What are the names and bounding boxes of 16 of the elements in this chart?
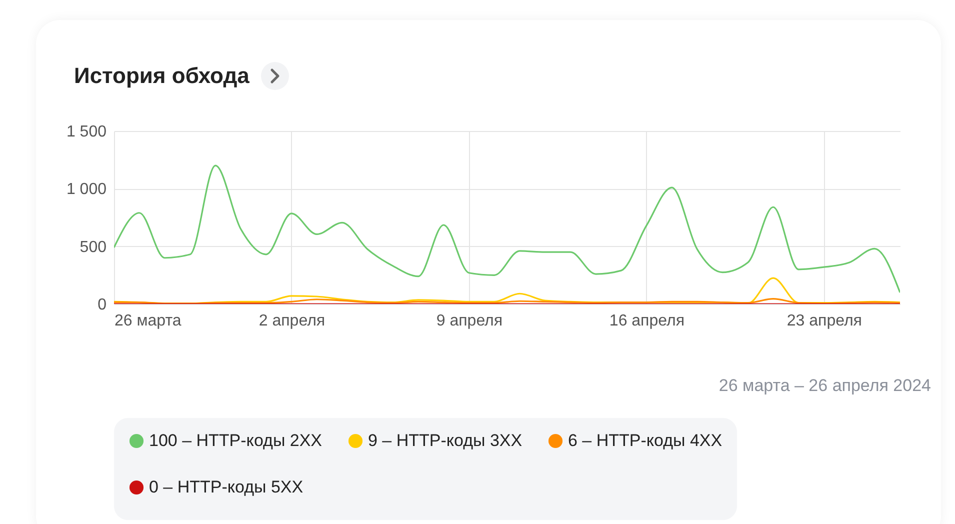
chart-title: История обхода (74, 63, 250, 89)
line-series (114, 164, 900, 294)
x-tick-label: 16 апреля (609, 312, 684, 330)
y-tick-label: 500 (80, 238, 107, 256)
x-tick-label: 2 апреля (258, 312, 326, 330)
x-tick-label: 23 апреля (786, 312, 862, 330)
legend-label: 100 – HTTP-коды 2XX (149, 430, 322, 450)
y-tick-label: 1 000 (66, 181, 107, 198)
text: 26 марта – 26 апреля 2024 (718, 376, 931, 396)
x-tick-label: 9 апреля (436, 312, 503, 330)
legend-label: 9 – HTTP-коды 3XX (368, 430, 522, 450)
legend-label: 6 – HTTP-коды 4XX (568, 430, 722, 450)
x-tick-label: 26 марта (114, 312, 182, 330)
y-tick-label: 0 (98, 296, 107, 314)
y-tick-label: 1 500 (66, 124, 107, 140)
legend-label: 0 – HTTP-коды 5XX (149, 478, 304, 496)
